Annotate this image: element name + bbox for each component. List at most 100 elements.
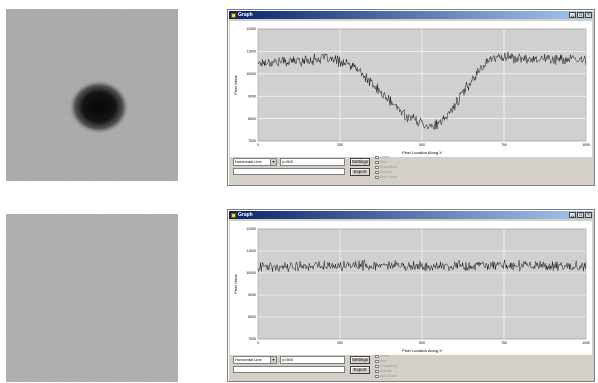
checkbox[interactable]	[375, 165, 379, 169]
option-label: Smooth	[380, 170, 393, 174]
option-label: Sharpened	[380, 165, 398, 169]
status-field	[233, 168, 345, 175]
option-smooth[interactable]: Smooth	[375, 170, 397, 175]
option-red[interactable]: Red	[375, 359, 397, 364]
option-label: Sharpened	[380, 364, 398, 368]
graph-window-bottom: Graph _ □ × 12000 11000 10000 9000 8000 …	[227, 209, 595, 382]
x-axis-label: Pixel Location Along X	[402, 150, 442, 155]
option-sharpened[interactable]: Sharpened	[375, 364, 397, 369]
window-title: Graph	[238, 12, 253, 18]
x-tick-label: 1000	[582, 341, 590, 345]
checkbox[interactable]	[375, 354, 379, 358]
y-tick-label: 12000	[246, 27, 256, 31]
data-line	[257, 259, 587, 273]
option-auto-scale[interactable]: Auto Scale	[375, 175, 397, 180]
y-tick-label: 11000	[247, 249, 257, 253]
option-label: Smooth	[380, 369, 393, 373]
y-tick-label: 9000	[248, 293, 256, 297]
position-field[interactable]: y=500	[280, 158, 345, 166]
checkbox[interactable]	[375, 364, 379, 368]
x-tick-label: 250	[337, 143, 343, 147]
x-tick-label: 500	[419, 143, 425, 147]
x-tick-label: 750	[501, 143, 507, 147]
minimize-button[interactable]: _	[569, 12, 576, 18]
close-button[interactable]: ×	[585, 212, 592, 218]
options-checklist: Green Red Sharpened Smooth Auto Scale	[375, 354, 397, 379]
close-button[interactable]: ×	[585, 12, 592, 18]
y-tick-label: 10000	[246, 271, 256, 275]
title-bar[interactable]: Graph _ □ ×	[229, 211, 593, 219]
checkbox[interactable]	[375, 359, 379, 363]
y-tick-labels: 12000 11000 10000 9000 8000 7000	[246, 227, 256, 341]
x-tick-label: 0	[257, 143, 259, 147]
position-field[interactable]: y=500	[280, 356, 345, 364]
option-label: Red	[380, 160, 387, 164]
y-axis-label: Pixel Value	[233, 74, 238, 94]
title-bar[interactable]: Graph _ □ ×	[229, 11, 593, 19]
export-button[interactable]: Export	[350, 168, 370, 176]
graph-window-top: Graph _ □ × 12000 11000 10000 9000 8000 …	[227, 9, 595, 186]
option-auto-scale[interactable]: Auto Scale	[375, 374, 397, 379]
checkbox[interactable]	[375, 155, 379, 159]
y-tick-label: 10000	[246, 72, 256, 76]
y-tick-label: 8000	[248, 117, 256, 121]
checkbox[interactable]	[375, 374, 379, 378]
checkbox[interactable]	[375, 369, 379, 373]
position-value: y=500	[282, 159, 294, 164]
status-field	[233, 366, 345, 373]
y-tick-label: 9000	[248, 94, 256, 98]
mode-select-value: Horizontal Line	[235, 357, 262, 362]
option-sharpened[interactable]: Sharpened	[375, 165, 397, 170]
option-red[interactable]: Red	[375, 160, 397, 165]
app-icon	[231, 12, 236, 18]
option-label: Auto Scale	[380, 175, 397, 179]
option-label: Green	[380, 354, 390, 358]
settings-button[interactable]: Settings	[350, 158, 370, 166]
x-tick-label: 1000	[582, 143, 590, 147]
x-axis-label: Pixel Location Along X	[402, 348, 442, 353]
option-label: Green	[380, 155, 390, 159]
maximize-button[interactable]: □	[577, 12, 584, 18]
x-tick-labels: 0 250 500 750 1000	[257, 341, 590, 345]
mode-select[interactable]: Horizontal Line ▾	[233, 158, 277, 166]
mode-select-value: Horizontal Line	[235, 159, 262, 164]
mode-select[interactable]: Horizontal Line ▾	[233, 356, 277, 364]
maximize-button[interactable]: □	[577, 212, 584, 218]
y-tick-labels: 12000 11000 10000 9000 8000 7000	[246, 27, 256, 143]
option-green[interactable]: Green	[375, 354, 397, 359]
x-tick-label: 500	[419, 341, 425, 345]
sample-image-top	[6, 9, 178, 181]
x-tick-label: 0	[257, 341, 259, 345]
checkbox[interactable]	[375, 170, 379, 174]
checkbox[interactable]	[375, 175, 379, 179]
dark-spot	[69, 80, 129, 134]
option-smooth[interactable]: Smooth	[375, 369, 397, 374]
checkbox[interactable]	[375, 160, 379, 164]
settings-button[interactable]: Settings	[350, 356, 370, 364]
grid-lines	[257, 228, 587, 340]
chevron-down-icon[interactable]: ▾	[270, 159, 276, 165]
y-tick-label: 8000	[248, 315, 256, 319]
window-title: Graph	[238, 212, 253, 218]
position-value: y=500	[282, 357, 294, 362]
data-line	[257, 51, 587, 130]
option-label: Red	[380, 359, 387, 363]
chevron-down-icon[interactable]: ▾	[270, 357, 276, 363]
export-button[interactable]: Export	[350, 366, 370, 374]
y-tick-label: 11000	[247, 50, 257, 54]
option-label: Auto Scale	[380, 374, 397, 378]
grid-lines	[257, 28, 587, 142]
x-tick-label: 250	[337, 341, 343, 345]
plot-area: 12000 11000 10000 9000 8000 7000 0 250 5…	[230, 21, 592, 157]
line-chart: 12000 11000 10000 9000 8000 7000 0 250 5…	[230, 21, 592, 157]
options-checklist: Green Red Sharpened Smooth Auto Scale	[375, 155, 397, 180]
y-axis-label: Pixel Value	[233, 273, 238, 293]
line-chart: 12000 11000 10000 9000 8000 7000 0 250 5…	[230, 221, 592, 355]
minimize-button[interactable]: _	[569, 212, 576, 218]
app-icon	[231, 212, 236, 218]
x-tick-label: 750	[501, 341, 507, 345]
y-tick-label: 12000	[246, 227, 256, 231]
sample-image-bottom-canvas	[6, 214, 178, 382]
option-green[interactable]: Green	[375, 155, 397, 160]
